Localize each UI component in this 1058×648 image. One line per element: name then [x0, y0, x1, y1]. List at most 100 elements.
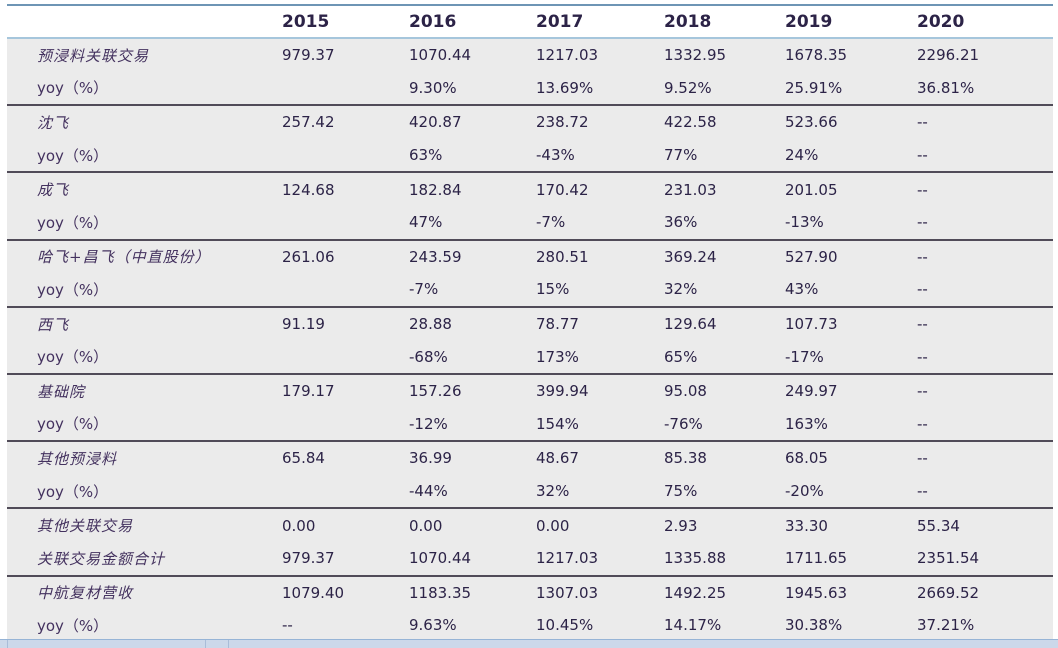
value-cell: 1335.88 — [664, 549, 727, 568]
value-cell: 48.67 — [536, 449, 579, 468]
row-label: 其他预浸料 — [37, 449, 118, 468]
table-row: 关联交易金额合计 979.37 1070.44 1217.03 1335.88 1711.… — [7, 542, 1053, 575]
value-cell: 979.37 — [282, 46, 335, 65]
table-row: 基础院 179.17 157.26 399.94 95.08 249.97 -- — [7, 375, 1053, 408]
value-cell: -- — [917, 414, 928, 433]
value-cell: 280.51 — [536, 247, 589, 266]
value-cell: 1217.03 — [536, 549, 599, 568]
value-cell: 95.08 — [664, 382, 707, 401]
value-cell: -43% — [536, 146, 575, 165]
table-row: 西飞 91.19 28.88 78.77 129.64 107.73 -- — [7, 308, 1053, 341]
row-label: 基础院 — [37, 382, 86, 401]
table-row: 预浸料关联交易 979.37 1070.44 1217.03 1332.95 1678.3… — [7, 39, 1053, 72]
value-cell: 36% — [664, 213, 698, 232]
value-cell: 1183.35 — [409, 583, 472, 602]
value-cell: -17% — [785, 347, 824, 366]
value-cell: 249.97 — [785, 382, 838, 401]
header-year-2016: 2016 — [409, 11, 457, 32]
table-group: 中航复材营收 1079.40 1183.35 1307.03 1492.25 1945.6… — [7, 574, 1053, 642]
value-cell: 55.34 — [917, 516, 960, 535]
value-cell: 9.52% — [664, 78, 712, 97]
table-body: 预浸料关联交易 979.37 1070.44 1217.03 1332.95 1678.3… — [7, 39, 1053, 642]
value-cell: 1945.63 — [785, 583, 848, 602]
value-cell: 30.38% — [785, 616, 843, 635]
table-group: 基础院 179.17 157.26 399.94 95.08 249.97 -- yoy（%）… — [7, 372, 1053, 440]
table-row: yoy（%） 9.30% 13.69% 9.52% 25.91% 36.81% — [7, 72, 1053, 105]
value-cell: 14.17% — [664, 616, 722, 635]
row-label: 预浸料关联交易 — [37, 46, 150, 65]
value-cell: 36.81% — [917, 78, 975, 97]
value-cell: 25.91% — [785, 78, 843, 97]
value-cell: -13% — [785, 213, 824, 232]
value-cell: 1307.03 — [536, 583, 599, 602]
row-label: 关联交易金额合计 — [37, 549, 166, 568]
value-cell: 85.38 — [664, 449, 707, 468]
value-cell: 36.99 — [409, 449, 452, 468]
value-cell: 65% — [664, 347, 698, 366]
value-cell: 47% — [409, 213, 443, 232]
table-row: 其他关联交易 0.00 0.00 0.00 2.93 33.30 55.34 — [7, 509, 1053, 542]
value-cell: 2351.54 — [917, 549, 980, 568]
table-row: yoy（%） -68% 173% 65% -17% -- — [7, 340, 1053, 373]
row-label-yoy: yoy（%） — [37, 280, 109, 299]
header-year-2020: 2020 — [917, 11, 965, 32]
row-label-yoy: yoy（%） — [37, 79, 109, 98]
table-group: 西飞 91.19 28.88 78.77 129.64 107.73 -- yoy（%） -68… — [7, 305, 1053, 373]
value-cell: 13.69% — [536, 78, 594, 97]
strip-divider — [205, 640, 206, 648]
value-cell: 201.05 — [785, 180, 838, 199]
value-cell: 63% — [409, 146, 443, 165]
value-cell: 91.19 — [282, 315, 325, 334]
value-cell: 1079.40 — [282, 583, 345, 602]
header-year-2017: 2017 — [536, 11, 584, 32]
value-cell: -76% — [664, 414, 703, 433]
value-cell: 1217.03 — [536, 46, 599, 65]
strip-divider — [228, 640, 229, 648]
table-group: 成飞 124.68 182.84 170.42 231.03 201.05 -- yoy（%）… — [7, 171, 1053, 238]
header-year-2019: 2019 — [785, 11, 833, 32]
row-label-yoy: yoy（%） — [37, 616, 109, 635]
value-cell: 523.66 — [785, 113, 838, 132]
table-row: 哈飞+昌飞（中直股份） 261.06 243.59 280.51 369.24 527.9… — [7, 241, 1053, 274]
value-cell: 9.63% — [409, 616, 457, 635]
value-cell: 107.73 — [785, 315, 838, 334]
value-cell: 0.00 — [536, 516, 570, 535]
strip-divider — [7, 640, 8, 648]
value-cell: 78.77 — [536, 315, 579, 334]
value-cell: 1070.44 — [409, 46, 472, 65]
table-row: yoy（%） -- 9.63% 10.45% 14.17% 30.38% 37.21% — [7, 609, 1053, 642]
value-cell: 369.24 — [664, 247, 717, 266]
value-cell: 75% — [664, 482, 698, 501]
value-cell: 0.00 — [282, 516, 316, 535]
value-cell: 124.68 — [282, 180, 335, 199]
value-cell: 43% — [785, 280, 819, 299]
table-row: yoy（%） -7% 15% 32% 43% -- — [7, 273, 1053, 306]
value-cell: 243.59 — [409, 247, 462, 266]
row-label: 西飞 — [37, 315, 70, 334]
value-cell: 9.30% — [409, 78, 457, 97]
row-label: 中航复材营收 — [37, 584, 134, 603]
value-cell: 163% — [785, 414, 828, 433]
value-cell: 65.84 — [282, 449, 325, 468]
value-cell: -- — [917, 180, 928, 199]
value-cell: -- — [917, 280, 928, 299]
value-cell: 68.05 — [785, 449, 828, 468]
value-cell: 170.42 — [536, 180, 589, 199]
header-bottom-rule — [7, 37, 1053, 39]
row-label-yoy: yoy（%） — [37, 482, 109, 501]
table-group: 哈飞+昌飞（中直股份） 261.06 243.59 280.51 369.24 527.9… — [7, 238, 1053, 306]
value-cell: 1492.25 — [664, 583, 727, 602]
value-cell: 77% — [664, 146, 698, 165]
row-label: 成飞 — [37, 181, 70, 200]
value-cell: -- — [917, 146, 928, 165]
table-row: yoy（%） 47% -7% 36% -13% -- — [7, 206, 1053, 239]
row-label-yoy: yoy（%） — [37, 213, 109, 232]
value-cell: -7% — [536, 213, 566, 232]
table-row: 其他预浸料 65.84 36.99 48.67 85.38 68.05 -- — [7, 442, 1053, 475]
table-row: 中航复材营收 1079.40 1183.35 1307.03 1492.25 1945.6… — [7, 577, 1053, 610]
value-cell: 979.37 — [282, 549, 335, 568]
value-cell: 2669.52 — [917, 583, 980, 602]
value-cell: 2296.21 — [917, 46, 980, 65]
row-label: 哈飞+昌飞（中直股份） — [37, 248, 211, 267]
table-row: yoy（%） -44% 32% 75% -20% -- — [7, 475, 1053, 508]
